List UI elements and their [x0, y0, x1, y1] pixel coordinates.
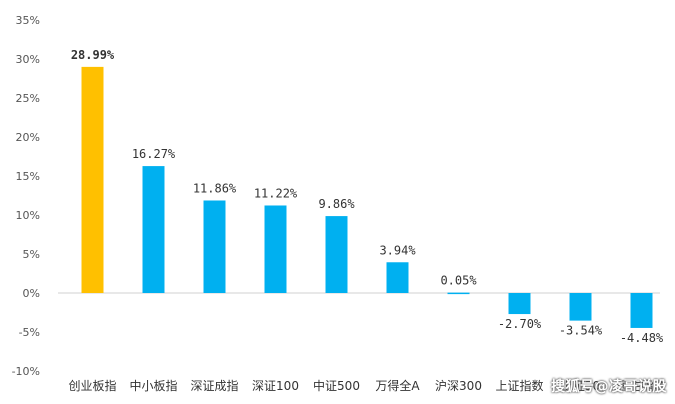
- data-label: -2.70%: [498, 317, 542, 331]
- data-label: 3.94%: [379, 243, 416, 257]
- y-tick-label: 25%: [16, 92, 40, 105]
- data-label: 28.99%: [71, 48, 115, 62]
- category-label: 中小板指: [129, 378, 177, 393]
- category-label: 创业板指: [68, 378, 116, 393]
- data-label: 9.86%: [318, 197, 355, 211]
- data-label: -4.48%: [620, 331, 664, 345]
- category-label: 上证50: [561, 379, 600, 393]
- bar: [264, 205, 287, 293]
- bar: [386, 262, 409, 293]
- y-tick-label: 15%: [16, 170, 40, 183]
- data-label: 11.86%: [193, 181, 237, 195]
- y-tick-label: 0%: [23, 287, 40, 300]
- bar: [203, 200, 226, 293]
- bar: [447, 292, 470, 295]
- bar: [81, 66, 104, 294]
- y-tick-label: 35%: [16, 14, 40, 27]
- bar: [508, 293, 531, 315]
- y-tick-label: -5%: [19, 326, 40, 339]
- category-label: 深证成指: [190, 378, 238, 393]
- category-label: 中证500: [313, 378, 360, 393]
- data-labels-group: 28.99% 16.27% 11.86% 11.22% 9.86% 3.94% 0.05% -…: [71, 48, 664, 345]
- category-label: 深证100: [252, 379, 299, 393]
- category-label: 沪深300: [435, 379, 482, 393]
- data-label: 16.27%: [132, 147, 176, 161]
- data-label: 11.22%: [254, 186, 298, 200]
- bar: [325, 216, 348, 293]
- y-tick-label: -10%: [12, 365, 40, 378]
- y-tick-label: 10%: [16, 209, 40, 222]
- category-label: 恒生指数: [617, 378, 665, 393]
- bar: [569, 293, 592, 321]
- bar: [630, 293, 653, 328]
- data-label: 0.05%: [440, 274, 477, 288]
- y-tick-label: 20%: [16, 131, 40, 144]
- bar: [142, 166, 165, 293]
- category-label: 上证指数: [495, 378, 543, 393]
- bars-group: [81, 66, 653, 328]
- y-tick-label: 30%: [16, 53, 40, 66]
- category-labels-group: 创业板指 中小板指 深证成指 深证100 中证500 万得全A 沪深300 上证指数 上证50 恒…: [68, 378, 665, 393]
- y-tick-label: 5%: [23, 248, 40, 261]
- y-axis: 35% 30% 25% 20% 15% 10% 5% 0% -5% -10%: [12, 14, 40, 378]
- data-label: -3.54%: [559, 324, 603, 338]
- category-label: 万得全A: [375, 378, 420, 393]
- watermark: 搜狐号@凌哥说股: [551, 379, 667, 395]
